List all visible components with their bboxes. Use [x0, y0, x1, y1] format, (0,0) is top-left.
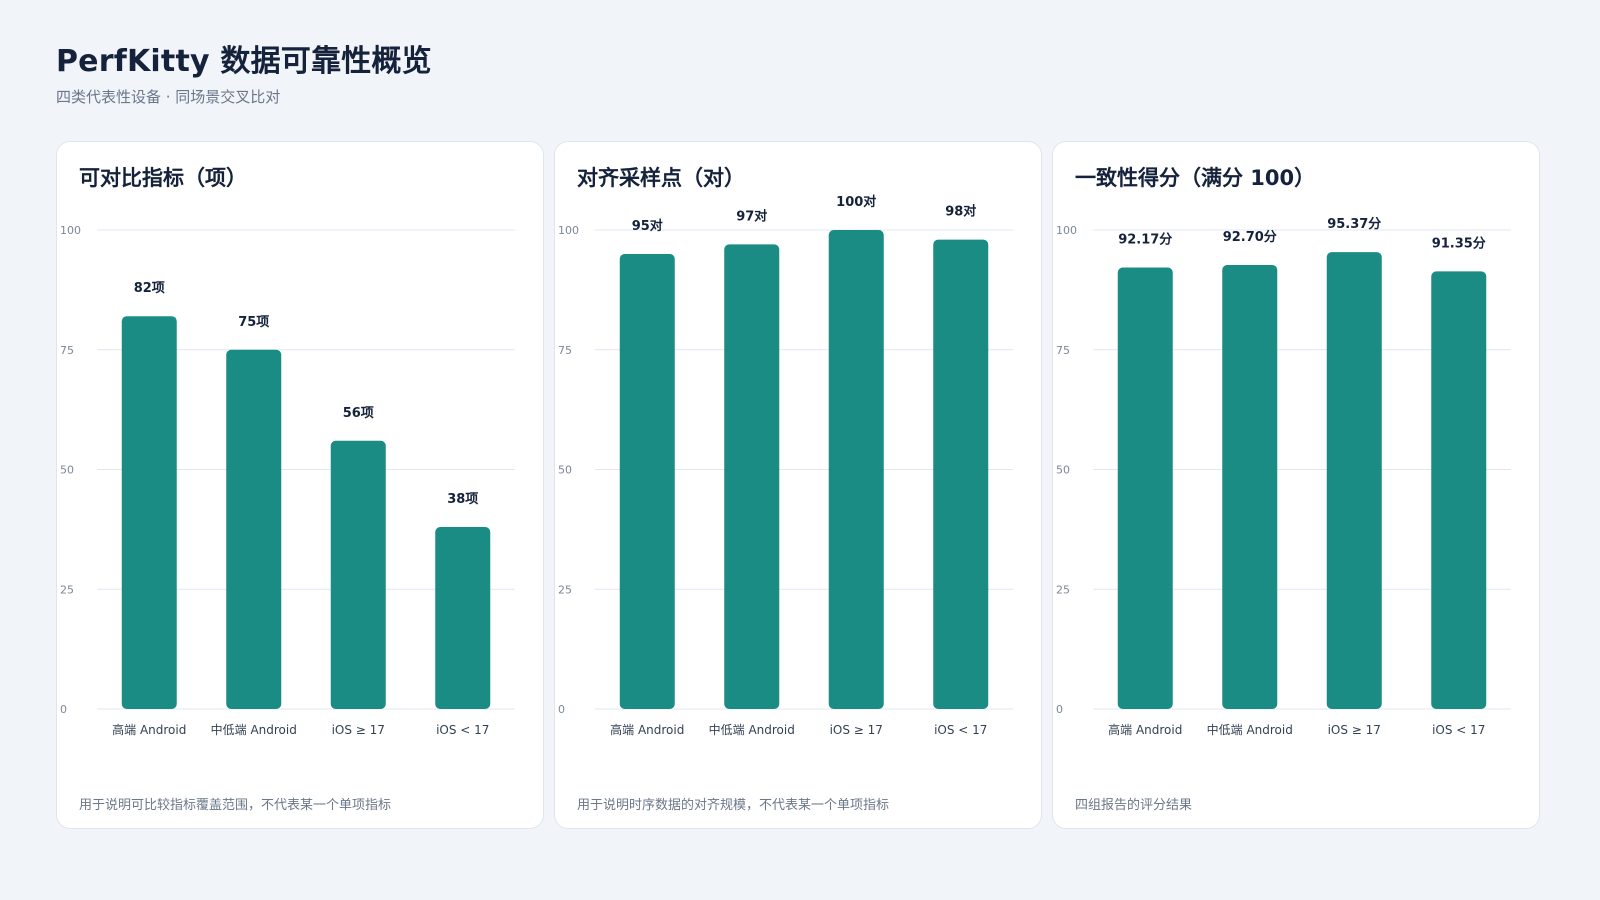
bar [330, 440, 386, 709]
bar [1222, 264, 1278, 709]
x-tick-label: iOS ≥ 17 [830, 723, 883, 737]
page-header: PerfKitty 数据可靠性概览 四类代表性设备 · 同场景交叉比对 [56, 36, 432, 107]
bar [1117, 267, 1173, 709]
bar [226, 349, 282, 709]
chart-note: 用于说明时序数据的对齐规模，不代表某一个单项指标 [577, 798, 890, 813]
chart-title: 可对比指标（项） [79, 166, 247, 190]
y-tick-label: 50 [1056, 464, 1070, 477]
bar [121, 316, 177, 709]
data-label: 92.70分 [1223, 229, 1277, 245]
chart-note: 用于说明可比较指标覆盖范围，不代表某一个单项指标 [79, 798, 392, 813]
x-tick-label: iOS < 17 [1432, 723, 1485, 737]
page-subtitle: 四类代表性设备 · 同场景交叉比对 [56, 88, 281, 106]
y-tick-label: 25 [1056, 583, 1070, 596]
data-label: 82项 [134, 281, 165, 296]
bar [828, 230, 884, 709]
data-label: 38项 [447, 492, 478, 507]
y-tick-label: 100 [558, 224, 579, 237]
x-tick-label: iOS < 17 [436, 723, 489, 737]
data-label: 75项 [238, 315, 269, 330]
y-tick-label: 75 [1056, 344, 1070, 357]
bar [1326, 252, 1382, 709]
chart-card-samples: 对齐采样点（对） 0 25 50 75 100 95对高端 Android 97对中低端 A… [554, 141, 1042, 829]
x-tick-label: 高端 Android [1108, 722, 1182, 737]
y-tick-label: 75 [558, 344, 572, 357]
data-label: 92.17分 [1118, 232, 1172, 248]
y-tick-label: 75 [60, 344, 74, 357]
x-tick-label: 中低端 Android [1207, 722, 1293, 737]
chart-title: 一致性得分（满分 100） [1075, 166, 1316, 190]
data-label: 95对 [632, 218, 663, 234]
x-tick-label: 中低端 Android [211, 722, 297, 737]
chart-note: 四组报告的评分结果 [1075, 798, 1193, 813]
x-tick-label: iOS ≥ 17 [1328, 723, 1381, 737]
bar [724, 244, 780, 709]
y-tick-label: 0 [1056, 703, 1063, 716]
data-label: 91.35分 [1432, 235, 1486, 251]
y-tick-label: 0 [558, 703, 565, 716]
x-tick-label: iOS < 17 [934, 723, 987, 737]
x-tick-label: 高端 Android [112, 722, 186, 737]
chart-card-metrics: 可对比指标（项） 0 25 50 75 100 82项高端 Android 75项中低端 A… [56, 141, 544, 829]
chart-card-consistency: 一致性得分（满分 100） 0 25 50 75 100 92.17分 高端 Android… [1052, 141, 1540, 829]
data-label: 95.37分 [1327, 216, 1381, 232]
y-tick-label: 50 [558, 464, 572, 477]
chart-title: 对齐采样点（对） [577, 166, 745, 190]
y-tick-label: 100 [60, 224, 81, 237]
chart-cards: 可对比指标（项） 0 25 50 75 100 82项高端 Android 75项中低端 A… [56, 141, 1540, 829]
data-label: 98对 [945, 204, 976, 220]
y-tick-label: 0 [60, 703, 67, 716]
bar [619, 253, 675, 709]
y-tick-label: 25 [60, 583, 74, 596]
bar [1431, 271, 1487, 709]
x-tick-label: iOS ≥ 17 [332, 723, 385, 737]
bar [933, 239, 989, 709]
page-title: PerfKitty 数据可靠性概览 [56, 44, 432, 79]
y-tick-label: 100 [1056, 224, 1077, 237]
data-label: 100对 [836, 194, 876, 210]
data-label: 56项 [343, 406, 374, 421]
bar [435, 526, 491, 709]
x-tick-label: 中低端 Android [709, 722, 795, 737]
y-tick-label: 50 [60, 464, 74, 477]
x-tick-label: 高端 Android [610, 722, 684, 737]
data-label: 97对 [736, 208, 767, 224]
y-tick-label: 25 [558, 583, 572, 596]
